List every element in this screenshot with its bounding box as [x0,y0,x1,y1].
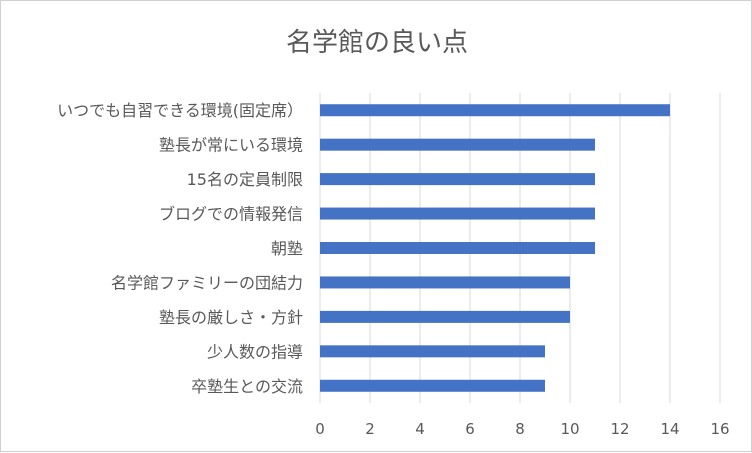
category-label: 塾長の厳しさ・方針 [159,308,303,327]
category-label: ブログでの情報発信 [159,205,303,224]
category-label: いつでも自習できる環境(固定席） [57,101,303,120]
bars [320,104,670,392]
bar [320,310,570,323]
x-tick-label: 10 [560,420,579,438]
bar [320,138,595,151]
category-labels: いつでも自習できる環境(固定席） 塾長が常にいる環境 15名の定員制限ブログでの情報… [57,101,303,396]
category-label: 少人数の指導 [207,342,303,361]
category-label: 名学館ファミリーの団結力 [111,273,303,292]
x-tick-label: 12 [610,420,629,438]
bar [320,242,595,254]
x-tick-label: 14 [660,420,679,438]
x-tick-labels: 0 2 4 6 8 10 12 14 16 [315,420,729,438]
bar [320,207,595,220]
x-tick-label: 16 [710,420,729,438]
x-tick-label: 6 [465,420,475,438]
bar [320,345,545,358]
x-tick-label: 0 [315,420,325,438]
category-label: 朝塾 [271,239,303,258]
category-label: 塾長が常にいる環境 [159,136,303,155]
x-tick-label: 4 [415,420,425,438]
bar [320,276,570,289]
bar [320,104,670,117]
x-tick-label: 8 [515,420,525,438]
bar [320,173,595,186]
x-tick-label: 2 [365,420,375,438]
chart-title: 名学館の良い点 [286,28,468,58]
category-label: 15名の定員制限 [187,170,303,189]
category-label: 卒塾生との交流 [191,377,303,396]
bar [320,379,545,392]
